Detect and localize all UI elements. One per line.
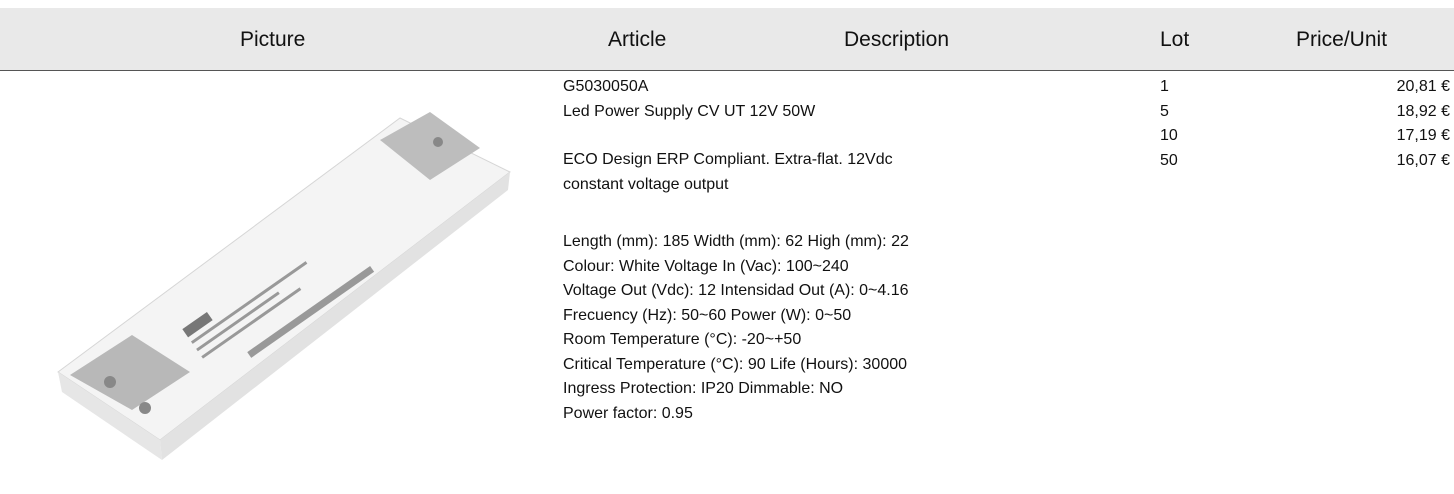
spec-line: Power factor: 0.95 xyxy=(563,404,693,424)
header-cell: Description xyxy=(844,27,949,53)
article-name: Led Power Supply CV UT 12V 50W xyxy=(563,102,815,122)
price: 18,92 € xyxy=(1397,102,1450,122)
lot: 10 xyxy=(1160,126,1178,146)
lot: 1 xyxy=(1160,77,1169,97)
header-cell: Price/Unit xyxy=(1296,27,1387,53)
price: 17,19 € xyxy=(1397,126,1450,146)
lot: 50 xyxy=(1160,151,1178,171)
description-line: constant voltage output xyxy=(563,175,728,195)
header-cell: Lot xyxy=(1160,27,1189,53)
spec-line: Colour: White Voltage In (Vac): 100~240 xyxy=(563,257,849,277)
spec-line: Critical Temperature (°C): 90 Life (Hour… xyxy=(563,355,907,375)
table-header xyxy=(0,8,1454,71)
price: 20,81 € xyxy=(1397,77,1450,97)
spec-line: Room Temperature (°C): -20~+50 xyxy=(563,330,801,350)
description-line: ECO Design ERP Compliant. Extra-flat. 12… xyxy=(563,150,893,170)
lot: 5 xyxy=(1160,102,1169,122)
price: 16,07 € xyxy=(1397,151,1450,171)
spec-line: Ingress Protection: IP20 Dimmable: NO xyxy=(563,379,843,399)
spec-line: Length (mm): 185 Width (mm): 62 High (mm… xyxy=(563,232,909,252)
spec-line: Frecuency (Hz): 50~60 Power (W): 0~50 xyxy=(563,306,851,326)
spec-line: Voltage Out (Vdc): 12 Intensidad Out (A)… xyxy=(563,281,909,301)
header-cell: Article xyxy=(608,27,666,53)
product-image xyxy=(40,110,520,494)
header-cell: Picture xyxy=(240,27,305,53)
page: Picture Article Description Lot Price/Un… xyxy=(0,0,1454,494)
article-code: G5030050A xyxy=(563,77,648,97)
